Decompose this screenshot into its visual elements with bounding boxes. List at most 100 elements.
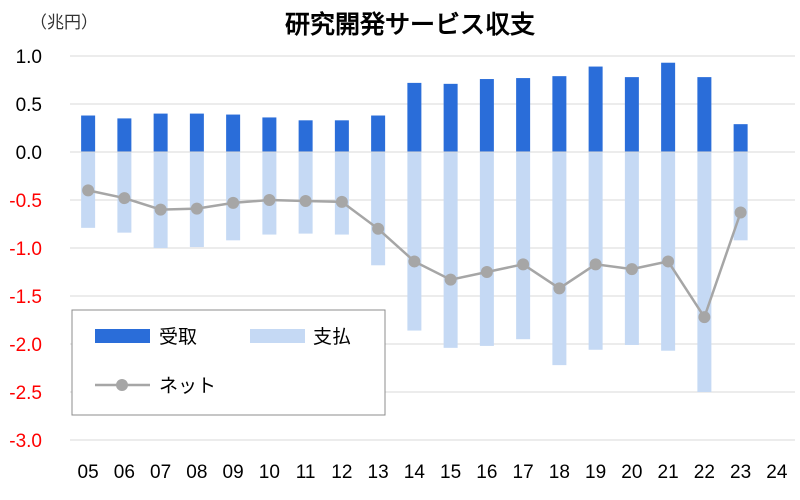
net-point [299, 194, 312, 207]
bar-payment [371, 152, 386, 266]
x-tick-label: 05 [78, 462, 99, 483]
net-point [118, 192, 131, 205]
bar-receipt [262, 117, 277, 152]
bar-receipt [733, 124, 748, 152]
x-tick-label: 13 [368, 462, 389, 483]
legend-label-net: ネット [159, 375, 216, 397]
x-tick-label: 18 [549, 462, 570, 483]
x-tick-label: 23 [730, 462, 751, 483]
legend-box [71, 309, 386, 416]
bar-receipt [624, 77, 639, 152]
net-point [190, 202, 203, 215]
chart-title: 研究開発サービス収支 [285, 10, 535, 39]
y-tick-label: 0.5 [16, 95, 42, 116]
bar-receipt [81, 115, 96, 152]
net-point [408, 255, 421, 268]
y-tick-label: -2.5 [9, 383, 42, 404]
bar-payment [407, 152, 422, 331]
bar-payment [298, 152, 313, 234]
legend-swatch-payment [250, 329, 305, 343]
bar-receipt [226, 114, 241, 152]
net-point [734, 206, 747, 219]
x-tick-label: 15 [440, 462, 461, 483]
net-point [662, 255, 675, 268]
legend-label-payment: 支払 [313, 326, 351, 348]
net-point [227, 196, 240, 209]
legend-swatch-receipt [95, 329, 150, 343]
bar-payment [516, 152, 531, 340]
bar-payment [443, 152, 458, 348]
x-tick-label: 14 [404, 462, 426, 483]
bar-payment [661, 152, 676, 351]
bar-payment [697, 152, 712, 392]
net-point [263, 194, 276, 206]
unit-label: （兆円） [30, 13, 98, 33]
bar-payment [552, 152, 567, 366]
net-point [480, 266, 493, 278]
bar-receipt [117, 118, 132, 152]
x-tick-label: 09 [223, 462, 244, 483]
x-tick-label: 12 [331, 462, 352, 483]
x-tick-label: 20 [621, 462, 642, 483]
bar-payment [226, 152, 241, 241]
series-payment-bars [81, 152, 748, 392]
net-point [444, 273, 457, 286]
bar-payment [624, 152, 639, 345]
bar-payment [479, 152, 494, 346]
x-tick-label: 06 [114, 462, 135, 483]
x-tick-label: 19 [585, 462, 606, 483]
bar-payment [588, 152, 603, 350]
bar-receipt [516, 78, 531, 152]
bar-receipt [334, 120, 349, 152]
net-point [553, 282, 566, 295]
x-tick-label: 24 [766, 462, 788, 483]
x-tick-label: 08 [186, 462, 207, 483]
bar-receipt [661, 62, 676, 152]
x-tick-label: 10 [259, 462, 280, 483]
bar-payment [153, 152, 168, 248]
bar-payment [262, 152, 277, 235]
bar-receipt [298, 120, 313, 152]
net-point [335, 195, 348, 208]
bar-payment [733, 152, 748, 241]
bar-payment [334, 152, 349, 235]
y-tick-label: 0.0 [16, 143, 42, 164]
legend-label-receipt: 受取 [159, 326, 197, 348]
series-net-line [82, 184, 747, 324]
net-point [625, 263, 638, 276]
y-tick-label: -2.0 [9, 335, 42, 356]
series-receipt-bars [81, 62, 748, 152]
bar-receipt [189, 113, 204, 152]
bar-receipt [552, 76, 567, 152]
x-tick-label: 16 [476, 462, 497, 483]
x-tick-label: 21 [658, 462, 679, 483]
bar-receipt [697, 77, 712, 152]
legend: 受取 支払 ネット [71, 309, 386, 416]
bar-receipt [588, 66, 603, 152]
y-tick-label: -1.5 [9, 287, 42, 308]
net-point [589, 258, 602, 271]
bar-payment [189, 152, 204, 248]
x-tick-label: 11 [296, 462, 316, 483]
legend-marker-net [116, 379, 128, 391]
net-point [372, 222, 385, 235]
x-tick-label: 22 [694, 462, 715, 483]
x-tick-label: 07 [150, 462, 171, 483]
bar-receipt [479, 79, 494, 152]
net-point [517, 258, 530, 271]
y-tick-label: -0.5 [9, 191, 42, 212]
net-point [82, 184, 95, 197]
y-axis-ticks: 1.0 0.5 0.0 -0.5 -1.0 -1.5 -2.0 -2.5 -3.0 [9, 47, 42, 452]
y-tick-label: -1.0 [9, 239, 42, 260]
y-tick-label: 1.0 [16, 47, 42, 68]
bar-receipt [371, 115, 386, 152]
y-tick-label: -3.0 [9, 431, 42, 452]
bar-receipt [443, 83, 458, 152]
net-point [698, 311, 711, 324]
bar-receipt [153, 113, 168, 152]
x-tick-label: 17 [513, 462, 534, 483]
bar-receipt [407, 82, 422, 152]
net-point [154, 203, 167, 216]
x-axis-ticks: 05 06 07 08 09 10 11 12 13 14 15 16 17 18 19 20 21 22 23 24 [78, 462, 788, 483]
